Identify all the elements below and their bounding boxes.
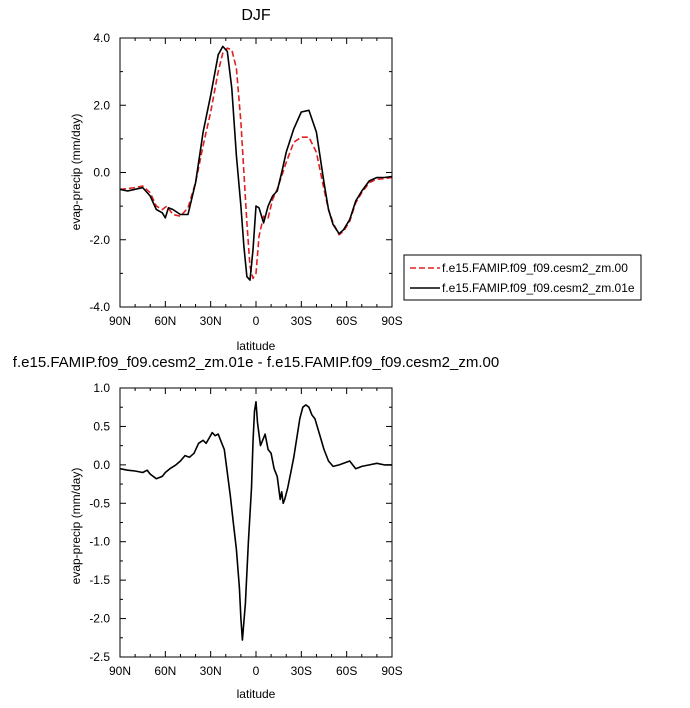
top-title: DJF [241, 7, 271, 24]
top-x-tick-label: 90N [109, 314, 131, 328]
top-series-line-1 [119, 47, 393, 280]
bottom-y-tick-label: 1.0 [93, 381, 110, 395]
bottom-x-tick-label: 0 [253, 664, 260, 678]
top-y-tick-label: 2.0 [93, 98, 110, 112]
bottom-y-tick-label: -0.5 [89, 496, 110, 510]
bottom-x-tick-label: 60S [336, 664, 357, 678]
top-y-tick-label: -4.0 [89, 300, 110, 314]
bottom-xlabel: latitude [237, 687, 276, 701]
bottom-y-tick-label: 0.5 [93, 419, 110, 433]
top-series-line-2 [119, 45, 393, 281]
legend: f.e15.FAMIP.f09_f09.cesm2_zm.00 f.e15.FA… [403, 254, 642, 301]
top-y-tick-label: -2.0 [89, 233, 110, 247]
bottom-series-line-1 [119, 401, 392, 641]
bottom-plot-frame [119, 387, 393, 658]
bottom-y-tick-label: -2.5 [89, 650, 110, 664]
bottom-plot: 90N 60N 30N 0 30S 60S 90S 1.0 0.5 0.0 -0.5 -1.0 -1.5… [89, 381, 402, 678]
top-y-tick-label: 4.0 [93, 31, 110, 45]
top-plot: 90N 60N 30N 0 30S 60S 90S 4.0 2.0 0.0 -2.0 -4.0 [89, 31, 402, 328]
bottom-y-tick-label: -2.0 [89, 612, 110, 626]
top-y-tick-label: 0.0 [93, 166, 110, 180]
bottom-x-tick-label: 30S [291, 664, 312, 678]
top-xlabel: latitude [237, 339, 276, 353]
legend-box [403, 254, 642, 301]
bottom-y-tick-label: -1.5 [89, 573, 110, 587]
bottom-x-tick-label: 90N [109, 664, 131, 678]
legend-label-1: f.e15.FAMIP.f09_f09.cesm2_zm.00 [442, 261, 628, 275]
bottom-y-tick-label: 0.0 [93, 458, 110, 472]
top-x-tick-label: 0 [253, 314, 260, 328]
top-plot-frame [119, 37, 393, 308]
top-x-tick-label: 30N [200, 314, 222, 328]
top-ylabel: evap-precip (mm/day) [69, 114, 83, 231]
bottom-x-tick-label: 60N [154, 664, 176, 678]
bottom-title: f.e15.FAMIP.f09_f09.cesm2_zm.01e - f.e15… [13, 354, 499, 371]
bottom-x-tick-label: 90S [381, 664, 402, 678]
legend-label-2: f.e15.FAMIP.f09_f09.cesm2_zm.01e [442, 281, 635, 295]
bottom-ylabel: evap-precip (mm/day) [69, 468, 83, 585]
top-x-tick-label: 60N [154, 314, 176, 328]
bottom-y-tick-label: -1.0 [89, 535, 110, 549]
bottom-x-tick-label: 30N [200, 664, 222, 678]
top-x-tick-label: 90S [381, 314, 402, 328]
top-x-tick-label: 60S [336, 314, 357, 328]
top-x-tick-label: 30S [291, 314, 312, 328]
